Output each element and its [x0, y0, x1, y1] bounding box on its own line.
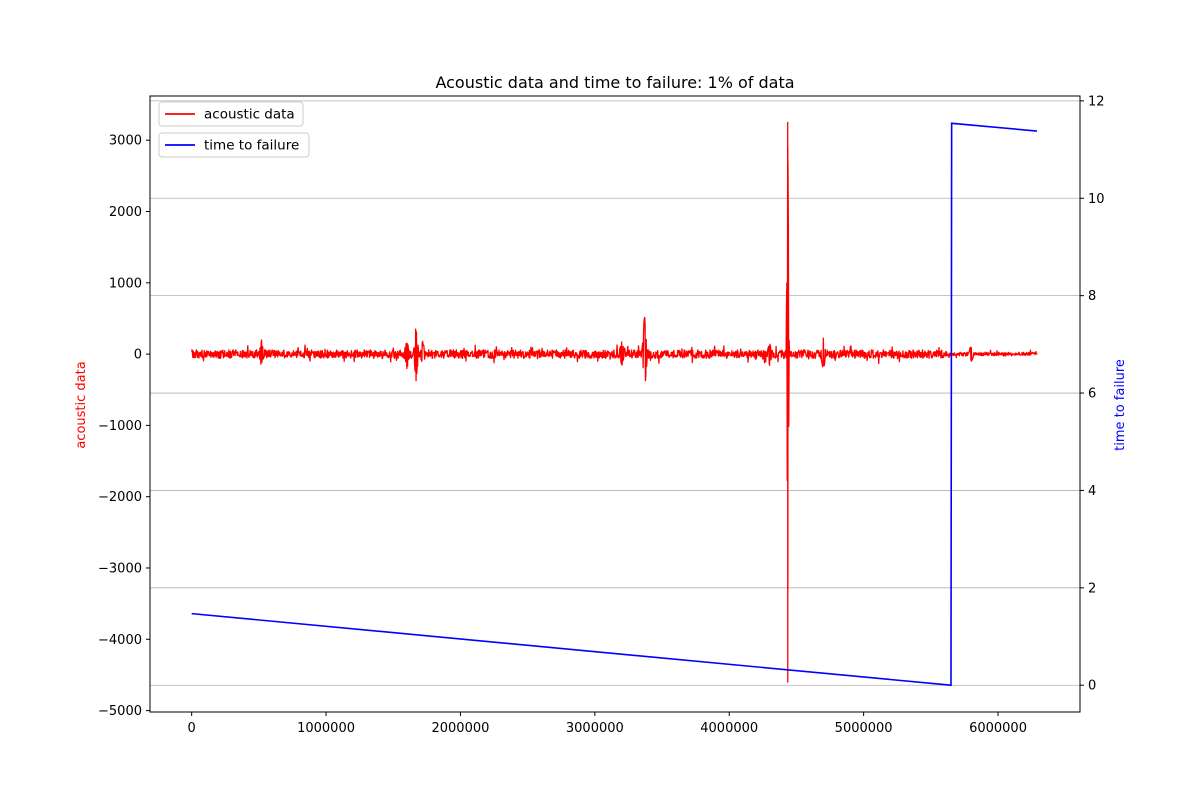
legend-label: time to failure	[204, 138, 299, 154]
x-tick-label: 0	[188, 721, 196, 736]
right-y-tick-label: 10	[1088, 192, 1105, 207]
left-y-tick-label: 0	[134, 348, 142, 363]
left-y-tick-label: −3000	[98, 561, 142, 576]
legend-box	[158, 101, 304, 127]
right-axis-label: time to failure	[1113, 359, 1128, 451]
legend-label: acoustic data	[204, 107, 295, 123]
x-tick-label: 2000000	[431, 721, 489, 736]
time-to-failure-series	[191, 122, 1038, 687]
plot-frame	[149, 95, 1081, 713]
x-tick-label: 4000000	[700, 721, 758, 736]
legend-entry: time to failure	[158, 132, 310, 158]
right-y-tick-label: 4	[1088, 484, 1096, 499]
chart-title: Acoustic data and time to failure: 1% of…	[435, 73, 794, 92]
left-y-tick-label: −2000	[98, 490, 142, 505]
right-y-tick-label: 8	[1088, 289, 1096, 304]
left-y-tick-label: −1000	[98, 419, 142, 434]
legend-entry: acoustic data	[158, 101, 304, 127]
right-y-tick-label: 12	[1088, 94, 1105, 109]
left-y-tick-label: −4000	[98, 633, 142, 648]
left-y-tick-label: 2000	[109, 205, 142, 220]
acoustic-data-series	[191, 121, 1038, 683]
time-to-failure-line	[191, 122, 1038, 687]
legend-box	[158, 132, 310, 158]
grid-lines	[150, 100, 1080, 686]
left-y-tick-label: −5000	[98, 704, 142, 719]
right-y-tick-label: 2	[1088, 581, 1096, 596]
left-y-tick-label: 3000	[109, 134, 142, 149]
x-tick-label: 6000000	[969, 721, 1027, 736]
x-tick-label: 3000000	[566, 721, 624, 736]
x-tick-label: 1000000	[297, 721, 355, 736]
axes: 0 1000000 2000000 3000000 4000000 5000000 6000…	[98, 94, 1105, 736]
acoustic-data-line	[191, 121, 1038, 683]
left-axis-label: acoustic data	[74, 361, 89, 448]
legend: acoustic data time to failure	[158, 101, 310, 158]
right-y-tick-label: 6	[1088, 387, 1096, 402]
left-y-tick-label: 1000	[109, 276, 142, 291]
x-tick-label: 5000000	[835, 721, 893, 736]
right-y-tick-label: 0	[1088, 679, 1096, 694]
